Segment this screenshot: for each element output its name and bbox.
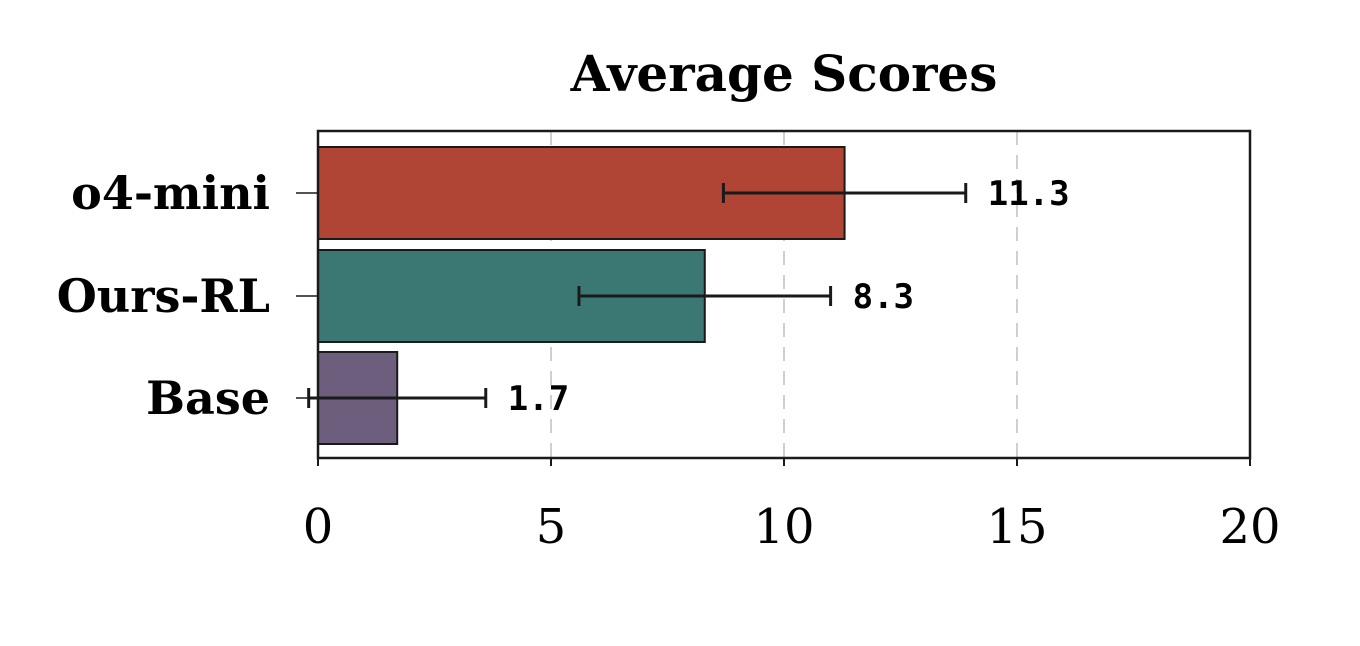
category-label: Ours-RL	[57, 269, 270, 323]
value-label: 11.3	[988, 174, 1070, 214]
x-tick-label: 5	[536, 499, 567, 555]
value-label: 1.7	[508, 379, 569, 419]
value-label: 8.3	[853, 277, 914, 317]
label-layer: o4-mini 11.3 Ours-RL 8.3 Base 1.7	[57, 166, 1070, 425]
error-layer	[307, 183, 968, 408]
tick-layer: 0 5 10 15 20	[296, 192, 1281, 555]
x-tick-label: 15	[986, 499, 1047, 555]
category-label: o4-mini	[71, 166, 270, 220]
chart-title: Average Scores	[570, 44, 998, 103]
x-tick-label: 0	[303, 499, 334, 555]
x-tick-label: 20	[1219, 499, 1280, 555]
x-tick-label: 10	[753, 499, 814, 555]
category-label: Base	[146, 371, 270, 425]
